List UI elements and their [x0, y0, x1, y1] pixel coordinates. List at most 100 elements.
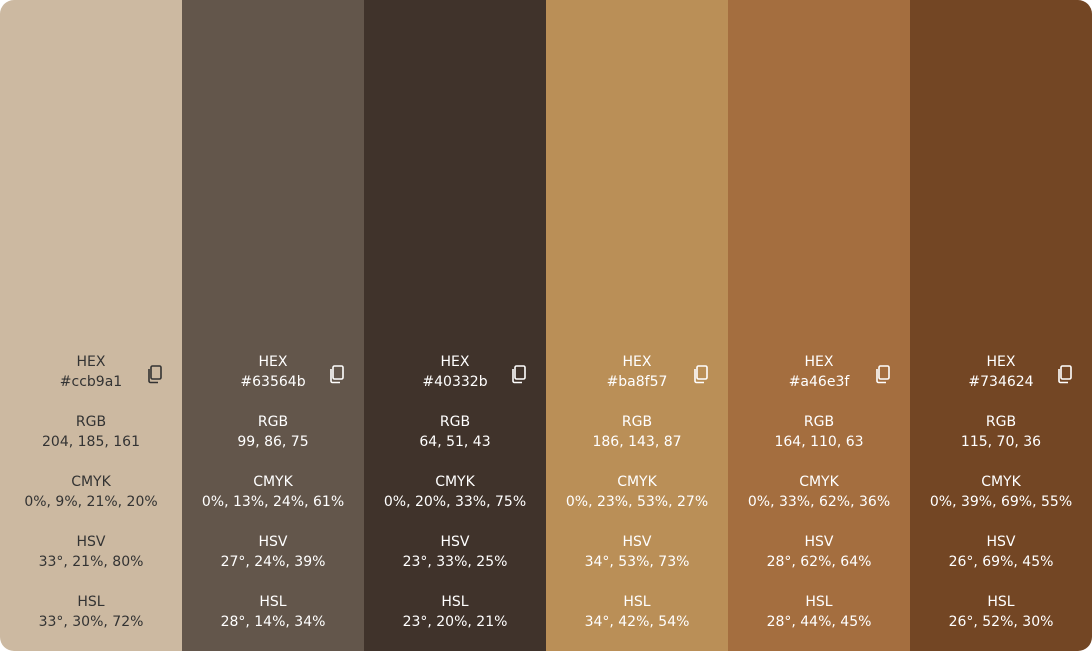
cmyk-group: CMYK 0%, 20%, 33%, 75% — [364, 472, 546, 532]
hsv-label: HSV — [986, 534, 1016, 550]
cmyk-label: CMYK — [617, 474, 657, 490]
cmyk-value: 0%, 9%, 21%, 20% — [24, 494, 158, 510]
hex-group: HEX #63564b — [182, 352, 364, 412]
color-info: HEX #ba8f57 RGB 186, 143, 87 CMYK 0%, 23… — [546, 352, 728, 651]
hsl-label: HSL — [623, 594, 651, 610]
hsl-value: 33°, 30%, 72% — [38, 614, 144, 630]
color-info: HEX #734624 RGB 115, 70, 36 CMYK 0%, 39%… — [910, 352, 1092, 651]
rgb-label: RGB — [985, 414, 1017, 430]
copy-icon — [694, 365, 708, 384]
hsv-value: 23°, 33%, 25% — [402, 554, 508, 570]
hsv-group: HSV 33°, 21%, 80% — [0, 532, 182, 592]
cmyk-label: CMYK — [981, 474, 1021, 490]
color-info: HEX #ccb9a1 RGB 204, 185, 161 CMYK 0%, 9… — [0, 352, 182, 651]
hsv-value: 27°, 24%, 39% — [220, 554, 326, 570]
cmyk-group: CMYK 0%, 33%, 62%, 36% — [728, 472, 910, 532]
hex-value: #734624 — [968, 374, 1034, 390]
hex-value: #63564b — [240, 374, 306, 390]
copy-hex-button[interactable] — [1056, 364, 1074, 384]
hsl-group: HSL 28°, 44%, 45% — [728, 592, 910, 651]
color-swatch-5[interactable]: HEX #a46e3f RGB 164, 110, 63 CMYK 0%, 33… — [728, 0, 910, 651]
hex-group: HEX #ba8f57 — [546, 352, 728, 412]
hex-value: #a46e3f — [788, 374, 850, 390]
hex-label: HEX — [440, 354, 470, 370]
rgb-group: RGB 204, 185, 161 — [0, 412, 182, 472]
hsv-label: HSV — [258, 534, 288, 550]
hsv-group: HSV 27°, 24%, 39% — [182, 532, 364, 592]
rgb-group: RGB 99, 86, 75 — [182, 412, 364, 472]
hsl-group: HSL 28°, 14%, 34% — [182, 592, 364, 651]
hex-label: HEX — [76, 354, 106, 370]
cmyk-value: 0%, 20%, 33%, 75% — [383, 494, 527, 510]
hsl-value: 28°, 14%, 34% — [220, 614, 326, 630]
hsl-group: HSL 26°, 52%, 30% — [910, 592, 1092, 651]
rgb-value: 64, 51, 43 — [419, 434, 491, 450]
hsv-value: 33°, 21%, 80% — [38, 554, 144, 570]
hex-value: #ba8f57 — [606, 374, 668, 390]
cmyk-label: CMYK — [71, 474, 111, 490]
rgb-group: RGB 164, 110, 63 — [728, 412, 910, 472]
rgb-value: 204, 185, 161 — [42, 434, 140, 450]
hsv-group: HSV 26°, 69%, 45% — [910, 532, 1092, 592]
cmyk-value: 0%, 23%, 53%, 27% — [565, 494, 709, 510]
hex-group: HEX #a46e3f — [728, 352, 910, 412]
hsv-value: 26°, 69%, 45% — [948, 554, 1054, 570]
hsl-label: HSL — [259, 594, 287, 610]
hsl-value: 34°, 42%, 54% — [584, 614, 690, 630]
hsl-label: HSL — [987, 594, 1015, 610]
copy-icon — [330, 365, 344, 384]
cmyk-group: CMYK 0%, 23%, 53%, 27% — [546, 472, 728, 532]
hsl-group: HSL 34°, 42%, 54% — [546, 592, 728, 651]
color-swatch-6[interactable]: HEX #734624 RGB 115, 70, 36 CMYK 0%, 39%… — [910, 0, 1092, 651]
rgb-group: RGB 115, 70, 36 — [910, 412, 1092, 472]
hsv-group: HSV 28°, 62%, 64% — [728, 532, 910, 592]
cmyk-value: 0%, 13%, 24%, 61% — [201, 494, 345, 510]
hex-label: HEX — [986, 354, 1016, 370]
cmyk-label: CMYK — [253, 474, 293, 490]
rgb-value: 99, 86, 75 — [237, 434, 309, 450]
color-swatch-3[interactable]: HEX #40332b RGB 64, 51, 43 CMYK 0%, 20%,… — [364, 0, 546, 651]
color-info: HEX #a46e3f RGB 164, 110, 63 CMYK 0%, 33… — [728, 352, 910, 651]
hsl-label: HSL — [441, 594, 469, 610]
copy-hex-button[interactable] — [692, 364, 710, 384]
cmyk-group: CMYK 0%, 9%, 21%, 20% — [0, 472, 182, 532]
color-swatch-4[interactable]: HEX #ba8f57 RGB 186, 143, 87 CMYK 0%, 23… — [546, 0, 728, 651]
hsl-value: 26°, 52%, 30% — [948, 614, 1054, 630]
hex-label: HEX — [622, 354, 652, 370]
hsl-label: HSL — [77, 594, 105, 610]
hex-value: #ccb9a1 — [59, 374, 123, 390]
hsv-label: HSV — [76, 534, 106, 550]
hsl-value: 28°, 44%, 45% — [766, 614, 872, 630]
copy-hex-button[interactable] — [874, 364, 892, 384]
copy-hex-button[interactable] — [146, 364, 164, 384]
hsl-group: HSL 33°, 30%, 72% — [0, 592, 182, 651]
hsl-label: HSL — [805, 594, 833, 610]
copy-hex-button[interactable] — [510, 364, 528, 384]
hsl-value: 23°, 20%, 21% — [402, 614, 508, 630]
rgb-label: RGB — [803, 414, 835, 430]
color-swatch-1[interactable]: HEX #ccb9a1 RGB 204, 185, 161 CMYK 0%, 9… — [0, 0, 182, 651]
copy-icon — [512, 365, 526, 384]
color-swatch-2[interactable]: HEX #63564b RGB 99, 86, 75 CMYK 0%, 13%,… — [182, 0, 364, 651]
copy-icon — [1058, 365, 1072, 384]
hex-value: #40332b — [422, 374, 488, 390]
rgb-value: 164, 110, 63 — [774, 434, 864, 450]
hsv-label: HSV — [622, 534, 652, 550]
cmyk-label: CMYK — [799, 474, 839, 490]
hsl-group: HSL 23°, 20%, 21% — [364, 592, 546, 651]
rgb-value: 186, 143, 87 — [592, 434, 682, 450]
hex-group: HEX #734624 — [910, 352, 1092, 412]
hsv-value: 28°, 62%, 64% — [766, 554, 872, 570]
hsv-label: HSV — [804, 534, 834, 550]
copy-hex-button[interactable] — [328, 364, 346, 384]
cmyk-value: 0%, 33%, 62%, 36% — [747, 494, 891, 510]
hex-group: HEX #ccb9a1 — [0, 352, 182, 412]
cmyk-group: CMYK 0%, 39%, 69%, 55% — [910, 472, 1092, 532]
rgb-value: 115, 70, 36 — [960, 434, 1042, 450]
copy-icon — [148, 365, 162, 384]
color-info: HEX #63564b RGB 99, 86, 75 CMYK 0%, 13%,… — [182, 352, 364, 651]
cmyk-label: CMYK — [435, 474, 475, 490]
rgb-group: RGB 64, 51, 43 — [364, 412, 546, 472]
hex-group: HEX #40332b — [364, 352, 546, 412]
